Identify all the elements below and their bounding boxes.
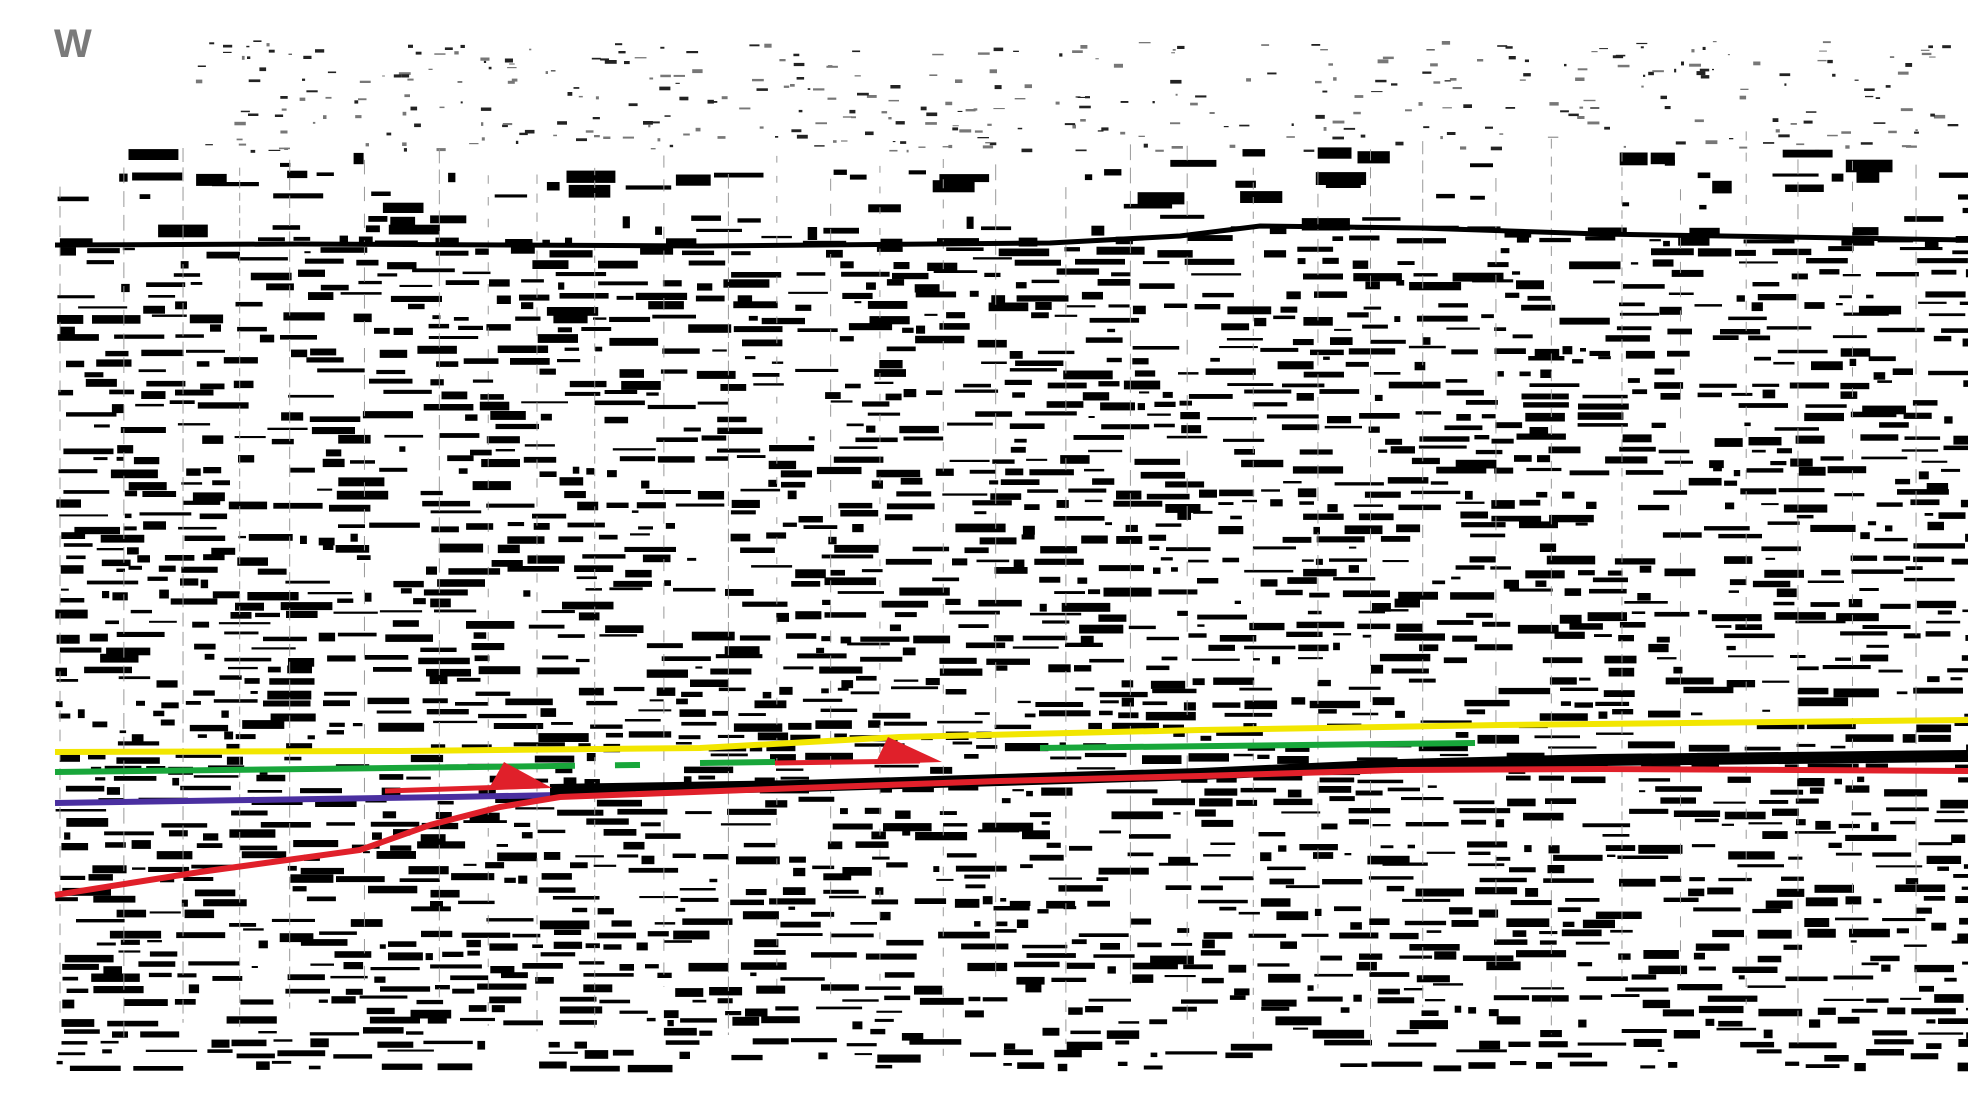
- purple-horizon: [54, 792, 561, 806]
- seismic-reflections: [55, 147, 1968, 1073]
- red-thrust-2: [774, 737, 942, 766]
- yellow-horizon: [54, 717, 1968, 755]
- green-horizon: [54, 740, 1476, 775]
- seabed-horizon: [54, 223, 1968, 249]
- red-horizon: [54, 765, 1968, 898]
- red-thrust-1: [384, 762, 552, 794]
- direction-label-west: W: [54, 22, 92, 66]
- trace-lines: [59, 131, 1917, 1056]
- shallow-trace-noise: [195, 40, 1959, 153]
